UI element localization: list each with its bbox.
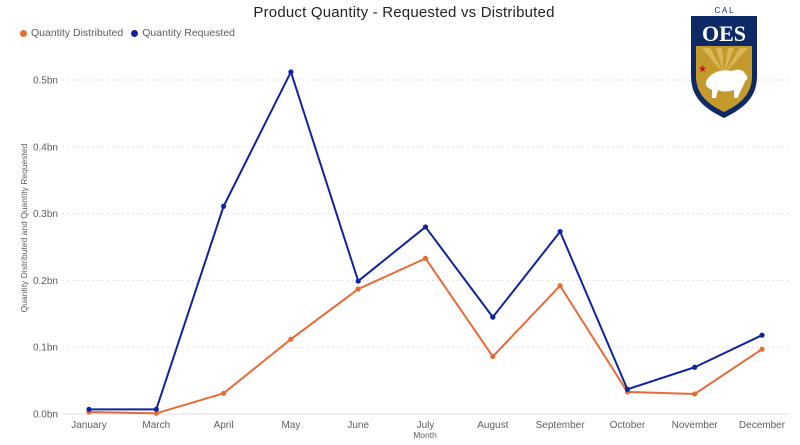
- x-tick-label: November: [672, 420, 719, 431]
- x-tick-label: August: [477, 420, 508, 431]
- x-axis-title: Month: [413, 430, 437, 440]
- data-point-requested[interactable]: [759, 332, 765, 338]
- x-tick-label: October: [610, 420, 646, 431]
- logo-bear: [705, 69, 748, 98]
- cal-oes-logo: ★ C A L OES: [691, 6, 757, 118]
- data-point-requested[interactable]: [221, 203, 227, 209]
- data-point-requested[interactable]: [490, 314, 496, 320]
- data-point-distributed[interactable]: [422, 255, 429, 261]
- x-tick-label: July: [417, 420, 435, 431]
- data-point-distributed[interactable]: [288, 336, 294, 342]
- y-axis-title: Quantity Distributed and Quantity Reques…: [19, 143, 29, 312]
- data-point-requested[interactable]: [86, 406, 92, 412]
- data-point-distributed[interactable]: [692, 391, 698, 397]
- x-tick-label: April: [214, 420, 234, 431]
- y-tick-label: 0.1bn: [33, 343, 58, 354]
- series-layer: [86, 69, 765, 416]
- y-tick-layer: 0.0bn 0.1bn 0.2bn 0.3bn 0.4bn 0.5bn: [33, 76, 58, 421]
- y-tick-label: 0.5bn: [33, 76, 58, 87]
- grid-layer: [62, 79, 790, 415]
- data-point-requested[interactable]: [557, 229, 563, 235]
- series-line-requested: [89, 70, 763, 411]
- logo-sun-rays: [702, 48, 748, 74]
- logo-top-text: C A L: [714, 6, 734, 15]
- legend-label-distributed: Quantity Distributed: [31, 27, 124, 39]
- y-tick-label: 0.3bn: [33, 209, 58, 220]
- chart-title: Product Quantity - Requested vs Distribu…: [253, 4, 555, 21]
- logo-star-icon: ★: [698, 64, 707, 75]
- data-point-distributed[interactable]: [153, 410, 159, 416]
- y-tick-label: 0.4bn: [33, 142, 58, 153]
- data-point-requested[interactable]: [153, 406, 159, 412]
- x-tick-label: May: [281, 420, 300, 431]
- data-point-distributed[interactable]: [759, 346, 765, 352]
- x-tick-label: June: [347, 420, 369, 431]
- data-point-requested[interactable]: [692, 364, 698, 370]
- data-point-requested[interactable]: [288, 69, 294, 75]
- legend-label-requested: Quantity Requested: [142, 27, 236, 39]
- x-tick-layer: January March April May June July August Septem…: [71, 420, 786, 431]
- x-tick-label: December: [739, 420, 786, 431]
- x-tick-label: March: [142, 420, 170, 431]
- legend-item-requested[interactable]: Quantity Requested: [131, 27, 235, 39]
- data-point-distributed[interactable]: [221, 390, 227, 396]
- x-tick-label: January: [71, 420, 107, 431]
- data-point-requested[interactable]: [422, 224, 429, 230]
- x-tick-label: September: [536, 420, 586, 431]
- y-tick-label: 0.2bn: [33, 276, 58, 287]
- legend-dot-distributed: [20, 29, 27, 37]
- logo-main-text: OES: [702, 21, 746, 46]
- data-point-distributed[interactable]: [490, 353, 496, 360]
- series-line-distributed: [88, 257, 763, 415]
- data-point-requested[interactable]: [624, 386, 631, 392]
- legend-item-distributed[interactable]: Quantity Distributed: [20, 27, 123, 39]
- y-tick-label: 0.0bn: [33, 410, 58, 421]
- legend-dot-requested: [131, 29, 139, 37]
- legend: Quantity Distributed Quantity Requested: [20, 27, 243, 39]
- data-point-requested[interactable]: [355, 278, 361, 284]
- data-point-distributed[interactable]: [355, 286, 361, 292]
- data-point-distributed[interactable]: [557, 283, 563, 289]
